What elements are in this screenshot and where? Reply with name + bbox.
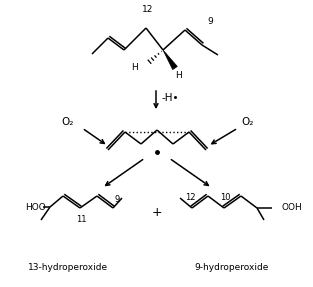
- Text: OOH: OOH: [282, 203, 303, 212]
- Text: 12: 12: [142, 5, 154, 15]
- Text: 11: 11: [76, 216, 86, 224]
- Text: 9-hydroperoxide: 9-hydroperoxide: [195, 263, 269, 272]
- Polygon shape: [163, 50, 177, 69]
- Text: -H•: -H•: [161, 93, 179, 103]
- Text: O₂: O₂: [62, 117, 74, 127]
- Text: 10: 10: [220, 193, 230, 201]
- Text: O₂: O₂: [242, 117, 254, 127]
- Text: 13-hydroperoxide: 13-hydroperoxide: [28, 263, 108, 272]
- Text: H: H: [175, 71, 181, 80]
- Text: +: +: [152, 207, 162, 220]
- Text: H: H: [132, 63, 138, 73]
- Text: 9: 9: [207, 18, 213, 26]
- Text: HOO: HOO: [25, 203, 46, 212]
- Text: 12: 12: [185, 193, 195, 201]
- Text: 9: 9: [114, 195, 120, 205]
